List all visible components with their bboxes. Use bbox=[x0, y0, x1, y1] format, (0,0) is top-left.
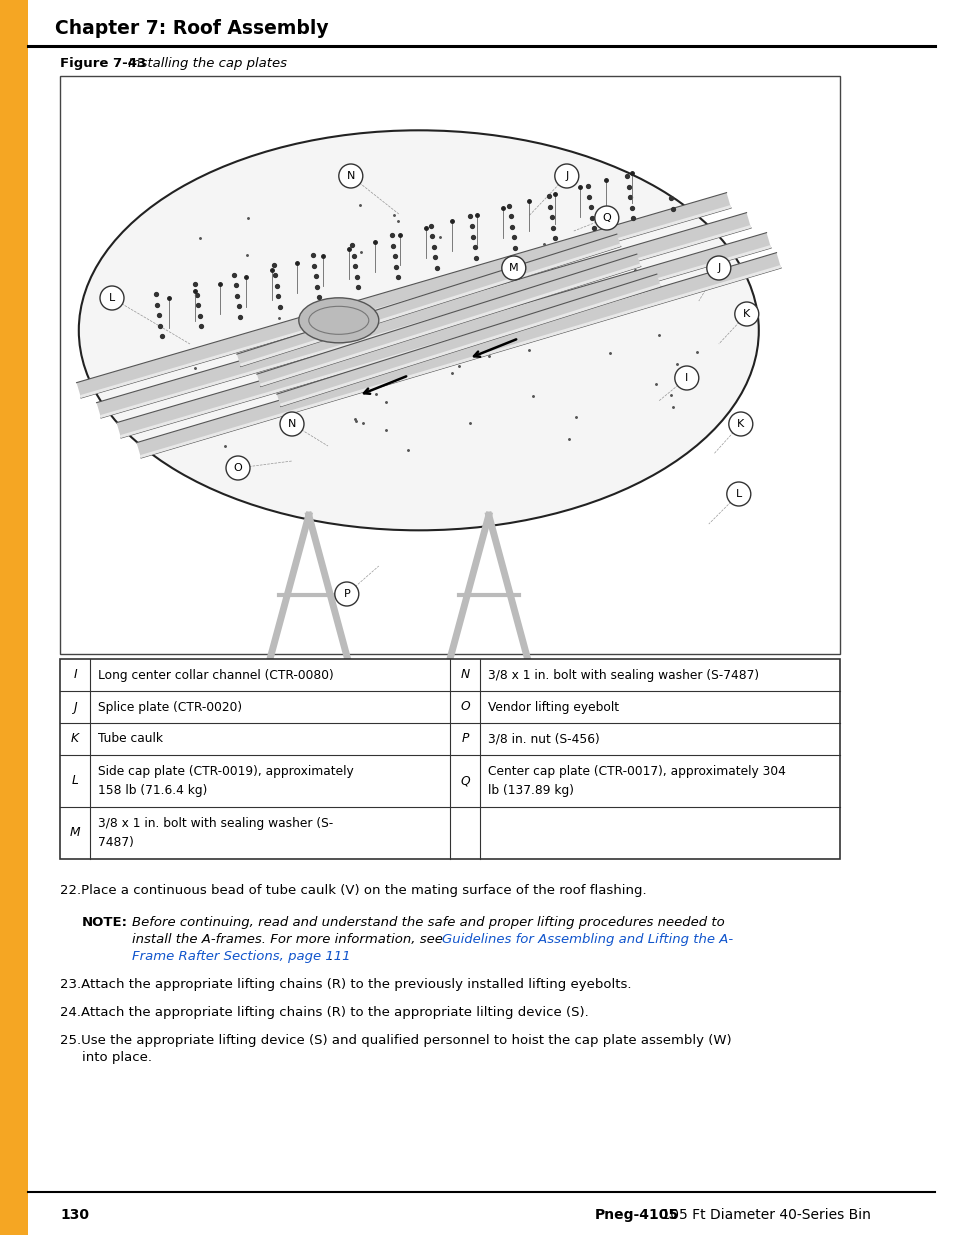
Text: N: N bbox=[460, 668, 469, 682]
Ellipse shape bbox=[79, 131, 758, 530]
Circle shape bbox=[501, 256, 525, 280]
Text: Vendor lifting eyebolt: Vendor lifting eyebolt bbox=[488, 700, 618, 714]
Text: 24.Attach the appropriate lifting chains (R) to the appropriate lilting device (: 24.Attach the appropriate lifting chains… bbox=[60, 1007, 588, 1019]
Bar bbox=[60, 77, 840, 655]
Bar bbox=[0, 0, 28, 1235]
Text: N: N bbox=[346, 170, 355, 182]
Text: 130: 130 bbox=[60, 1208, 89, 1221]
Text: O: O bbox=[233, 463, 242, 473]
Polygon shape bbox=[100, 225, 750, 417]
Text: 7487): 7487) bbox=[98, 836, 133, 848]
Text: K: K bbox=[742, 309, 750, 319]
Polygon shape bbox=[140, 266, 781, 458]
Circle shape bbox=[594, 206, 618, 230]
Circle shape bbox=[335, 582, 358, 606]
Circle shape bbox=[280, 412, 304, 436]
Circle shape bbox=[555, 164, 578, 188]
Polygon shape bbox=[80, 205, 730, 398]
Circle shape bbox=[226, 456, 250, 480]
Text: I: I bbox=[684, 373, 688, 383]
Text: L: L bbox=[735, 489, 741, 499]
Text: M: M bbox=[70, 826, 80, 840]
Polygon shape bbox=[276, 274, 660, 406]
Circle shape bbox=[734, 303, 758, 326]
Text: N: N bbox=[288, 419, 295, 429]
Circle shape bbox=[674, 366, 698, 390]
Text: Chapter 7: Roof Assembly: Chapter 7: Roof Assembly bbox=[55, 19, 328, 37]
Polygon shape bbox=[236, 235, 620, 367]
Ellipse shape bbox=[298, 298, 378, 343]
Text: Side cap plate (CTR-0019), approximately: Side cap plate (CTR-0019), approximately bbox=[98, 766, 354, 778]
Circle shape bbox=[706, 256, 730, 280]
Text: Center cap plate (CTR-0017), approximately 304: Center cap plate (CTR-0017), approximate… bbox=[488, 766, 785, 778]
Text: K: K bbox=[71, 732, 79, 746]
Bar bbox=[60, 659, 840, 860]
Text: Pneg-4105: Pneg-4105 bbox=[595, 1208, 679, 1221]
Text: Before continuing, read and understand the safe and proper lifting procedures ne: Before continuing, read and understand t… bbox=[132, 916, 724, 929]
Text: Long center collar channel (CTR-0080): Long center collar channel (CTR-0080) bbox=[98, 668, 334, 682]
Text: Tube caulk: Tube caulk bbox=[98, 732, 163, 746]
Polygon shape bbox=[256, 254, 640, 387]
Text: NOTE:: NOTE: bbox=[82, 916, 128, 929]
Circle shape bbox=[338, 164, 362, 188]
Circle shape bbox=[100, 287, 124, 310]
Polygon shape bbox=[120, 245, 770, 438]
Text: 23.Attach the appropriate lifting chains (R) to the previously installed lifting: 23.Attach the appropriate lifting chains… bbox=[60, 978, 631, 990]
Text: Q: Q bbox=[601, 212, 611, 224]
Text: .: . bbox=[328, 950, 332, 963]
Text: Guidelines for Assembling and Lifting the A-: Guidelines for Assembling and Lifting th… bbox=[441, 932, 732, 946]
Text: into place.: into place. bbox=[82, 1051, 152, 1065]
Text: L: L bbox=[109, 293, 115, 303]
Text: L: L bbox=[71, 774, 78, 788]
Polygon shape bbox=[136, 253, 781, 458]
Text: P: P bbox=[461, 732, 468, 746]
Text: J: J bbox=[73, 700, 77, 714]
Text: M: M bbox=[509, 263, 518, 273]
Polygon shape bbox=[279, 284, 660, 406]
Text: O: O bbox=[459, 700, 469, 714]
Text: 158 lb (71.6.4 kg): 158 lb (71.6.4 kg) bbox=[98, 784, 207, 797]
Text: 105 Ft Diameter 40-Series Bin: 105 Ft Diameter 40-Series Bin bbox=[657, 1208, 870, 1221]
Text: I: I bbox=[73, 668, 77, 682]
Polygon shape bbox=[96, 212, 750, 417]
Text: Frame Rafter Sections, page 111: Frame Rafter Sections, page 111 bbox=[132, 950, 350, 963]
Text: K: K bbox=[737, 419, 743, 429]
Text: Figure 7-43: Figure 7-43 bbox=[60, 58, 146, 70]
Text: 25.Use the appropriate lifting device (S) and qualified personnel to hoist the c: 25.Use the appropriate lifting device (S… bbox=[60, 1034, 731, 1047]
Text: Splice plate (CTR-0020): Splice plate (CTR-0020) bbox=[98, 700, 242, 714]
Text: 3/8 x 1 in. bolt with sealing washer (S-: 3/8 x 1 in. bolt with sealing washer (S- bbox=[98, 818, 333, 830]
Circle shape bbox=[726, 482, 750, 506]
Text: 22.Place a continuous bead of tube caulk (V) on the mating surface of the roof f: 22.Place a continuous bead of tube caulk… bbox=[60, 884, 646, 897]
Polygon shape bbox=[116, 232, 770, 438]
Text: Q: Q bbox=[459, 774, 469, 788]
Circle shape bbox=[728, 412, 752, 436]
Text: lb (137.89 kg): lb (137.89 kg) bbox=[488, 784, 574, 797]
Polygon shape bbox=[239, 243, 620, 367]
Text: P: P bbox=[343, 589, 350, 599]
Text: J: J bbox=[564, 170, 568, 182]
Polygon shape bbox=[76, 193, 730, 398]
Text: Installing the cap plates: Installing the cap plates bbox=[124, 58, 287, 70]
Text: install the A-frames. For more information, see: install the A-frames. For more informati… bbox=[132, 932, 447, 946]
Text: J: J bbox=[717, 263, 720, 273]
Text: 3/8 in. nut (S-456): 3/8 in. nut (S-456) bbox=[488, 732, 599, 746]
Text: 3/8 x 1 in. bolt with sealing washer (S-7487): 3/8 x 1 in. bolt with sealing washer (S-… bbox=[488, 668, 759, 682]
Polygon shape bbox=[259, 263, 640, 387]
